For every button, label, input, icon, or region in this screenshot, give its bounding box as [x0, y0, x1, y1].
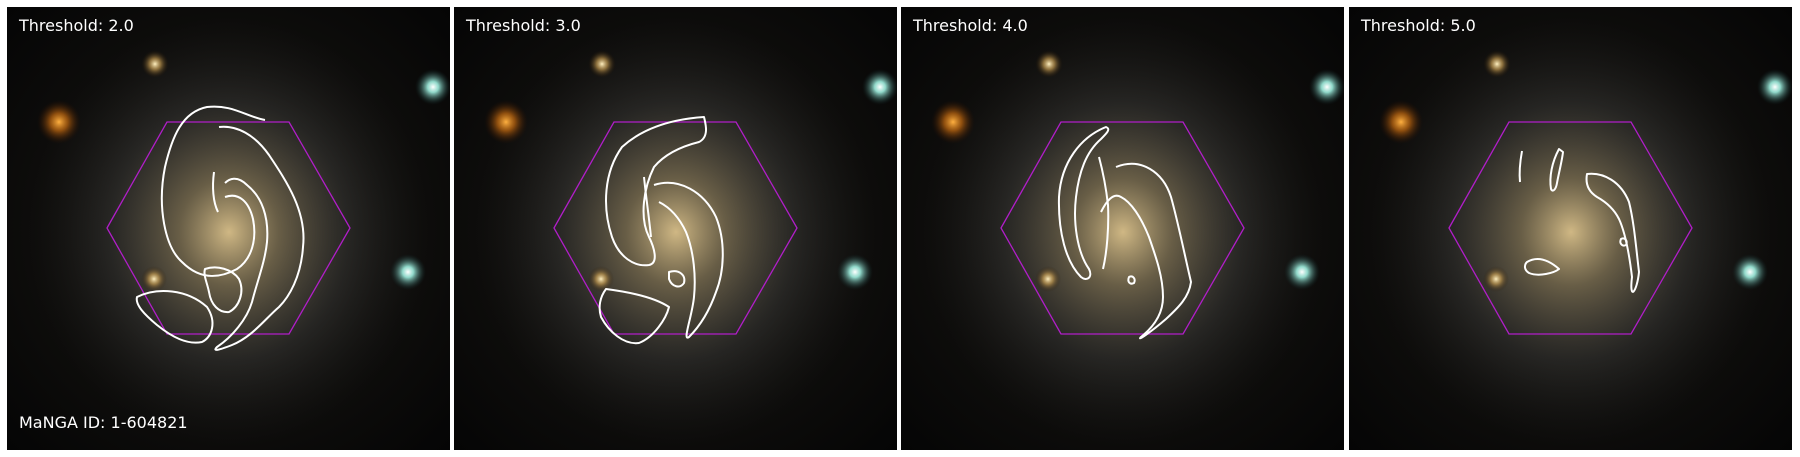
- galaxy-image: [1349, 7, 1792, 450]
- star: [1732, 254, 1768, 290]
- manga-id-label: MaNGA ID: 1-604821: [19, 413, 188, 432]
- galaxy-body: [1371, 17, 1771, 447]
- star: [390, 254, 426, 290]
- ifu-hexagon: [1000, 121, 1245, 335]
- ifu-hexagon: [106, 121, 351, 335]
- star: [1284, 254, 1320, 290]
- arm-contours: [598, 116, 724, 345]
- star: [588, 50, 616, 78]
- star: [1483, 266, 1509, 292]
- ifu-hexagon: [1448, 121, 1693, 335]
- panel-threshold-5: Threshold: 5.0: [1349, 7, 1792, 450]
- panel-threshold-2: Threshold: 2.0 MaNGA ID: 1-604821: [7, 7, 450, 450]
- star: [1757, 69, 1792, 105]
- threshold-label: Threshold: 5.0: [1361, 16, 1476, 35]
- star: [1035, 266, 1061, 292]
- threshold-label: Threshold: 4.0: [913, 16, 1028, 35]
- star: [484, 100, 528, 144]
- arm-contours: [135, 105, 305, 351]
- arm-contours: [1057, 126, 1192, 340]
- threshold-label: Threshold: 2.0: [19, 16, 134, 35]
- star: [1309, 69, 1344, 105]
- star: [837, 254, 873, 290]
- star: [37, 100, 81, 144]
- galaxy-body: [476, 17, 876, 447]
- star: [862, 69, 897, 105]
- panel-threshold-3: Threshold: 3.0: [454, 7, 897, 450]
- galaxy-image: [7, 7, 450, 450]
- star: [1379, 100, 1423, 144]
- star: [1483, 50, 1511, 78]
- galaxy-body: [923, 17, 1323, 447]
- star: [588, 266, 614, 292]
- star: [415, 69, 450, 105]
- star: [1035, 50, 1063, 78]
- panel-threshold-4: Threshold: 4.0: [901, 7, 1344, 450]
- arm-contours: [1518, 148, 1640, 293]
- galaxy-image: [901, 7, 1344, 450]
- star: [141, 266, 167, 292]
- star: [931, 100, 975, 144]
- threshold-label: Threshold: 3.0: [466, 16, 581, 35]
- galaxy-body: [29, 17, 429, 447]
- star: [141, 50, 169, 78]
- galaxy-image: [454, 7, 897, 450]
